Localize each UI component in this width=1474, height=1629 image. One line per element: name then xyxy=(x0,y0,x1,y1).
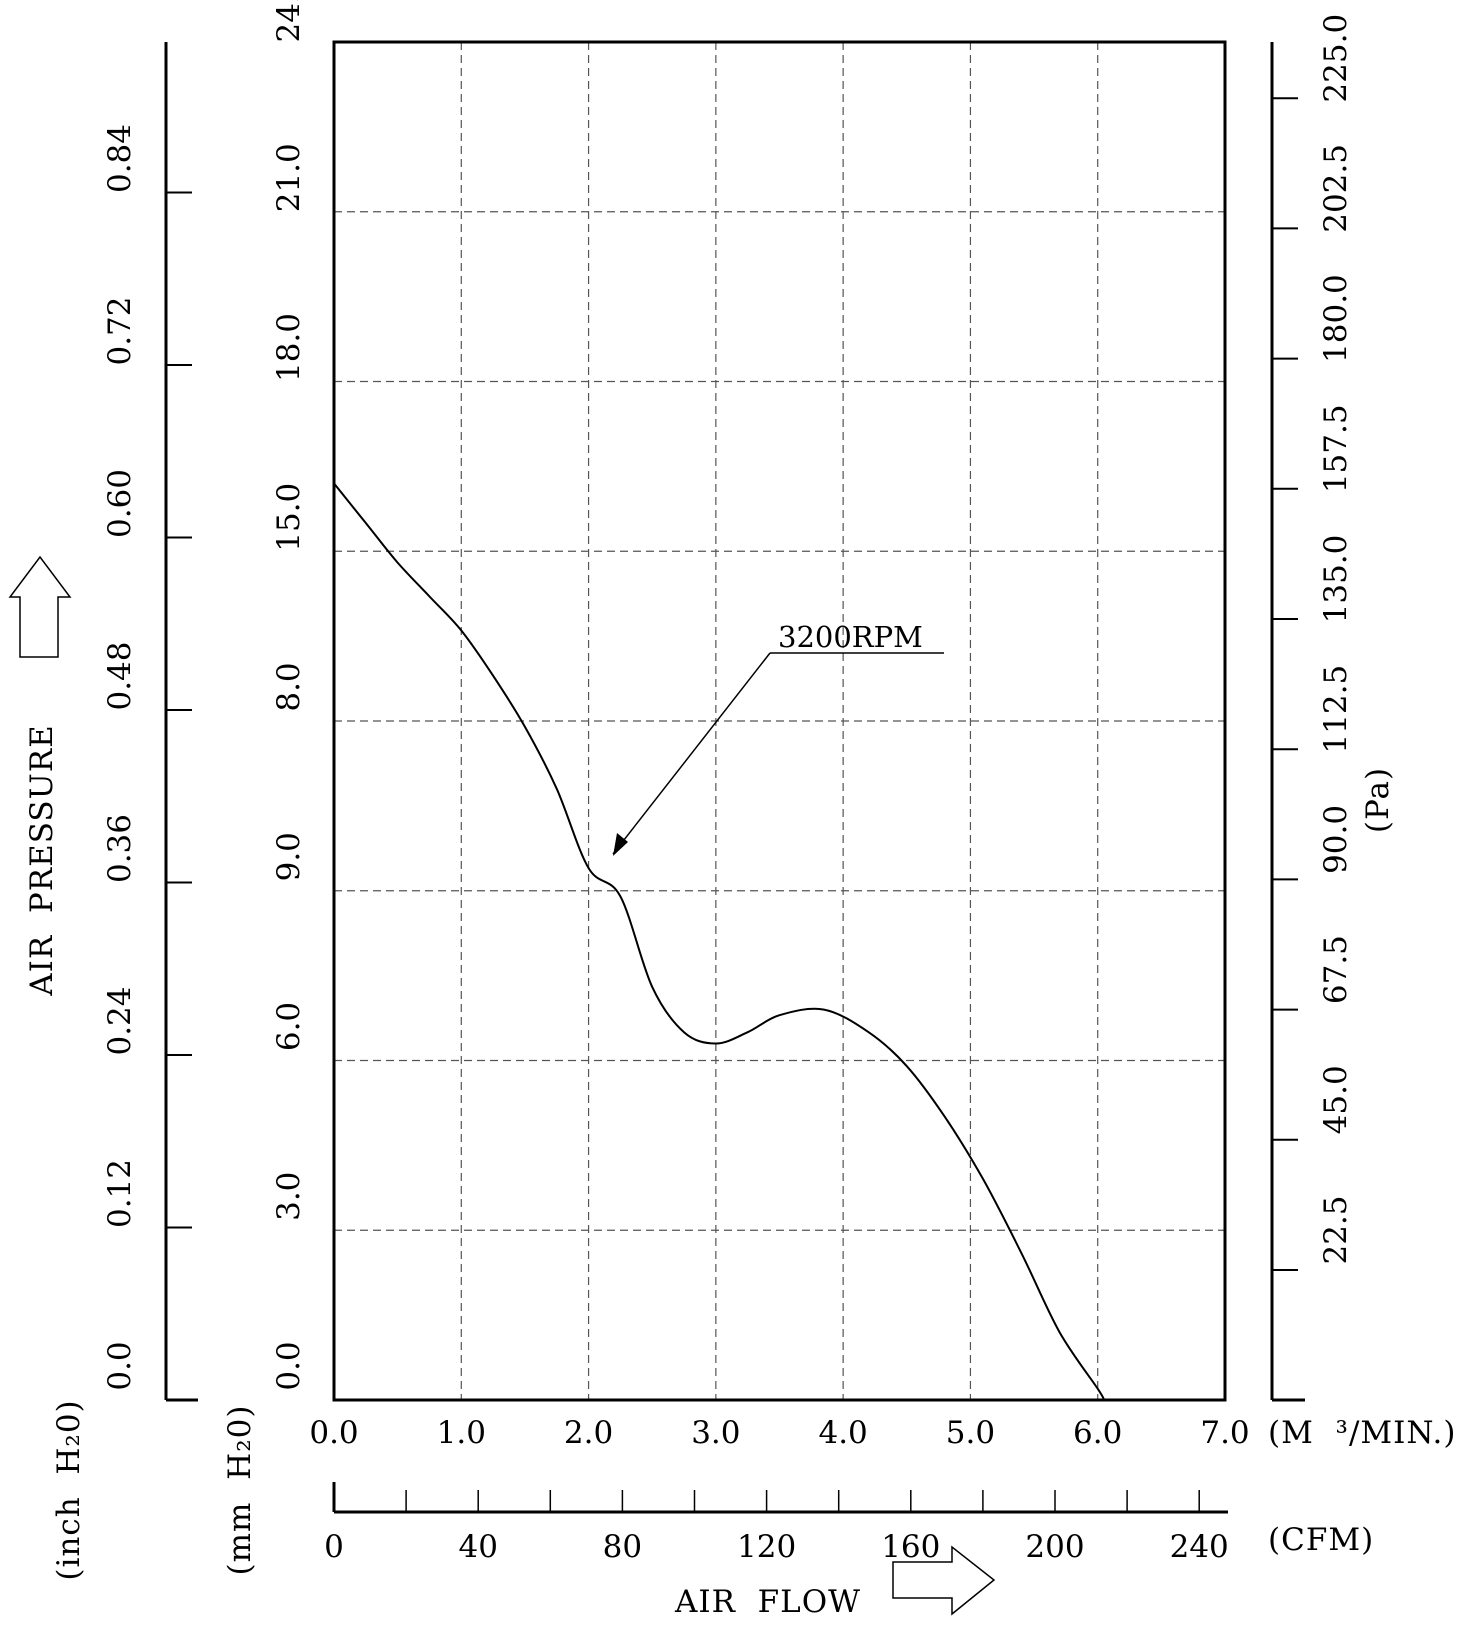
annotation-3200rpm: 3200RPM xyxy=(778,620,923,654)
pa-tick-label: 112.5 xyxy=(1318,665,1354,754)
y-tick-label: 18.0 xyxy=(271,313,307,382)
cfm-tick-label: 40 xyxy=(458,1529,497,1565)
x-axis-arrow-icon xyxy=(892,1545,996,1616)
y-axis-tick-labels: 0.0 3.0 6.0 9.0 8.0 15.0 18.0 21.0 24.0 xyxy=(271,0,307,1391)
series-line-3200rpm xyxy=(333,482,1105,1401)
x-unit-label: (M ³/MIN.) xyxy=(1268,1415,1457,1451)
inch-axis-ticks: 0.0 0.12 0.24 0.36 0.48 0.60 0.72 0.84 xyxy=(102,124,192,1391)
y-axis-title: AIR PRESSURE xyxy=(24,724,60,997)
x-tick-label: 7.0 xyxy=(1200,1415,1249,1451)
cfm-axis-ticks: 0 40 80 120 160 200 240 xyxy=(324,1490,1229,1565)
pa-tick-label: 22.5 xyxy=(1318,1195,1354,1264)
x-tick-label: 2.0 xyxy=(564,1415,613,1451)
x-axis-tick-labels: 0.0 1.0 2.0 3.0 4.0 5.0 6.0 7.0 xyxy=(309,1415,1249,1451)
cfm-tick-label: 160 xyxy=(881,1529,940,1565)
y-tick-label: 9.0 xyxy=(271,832,307,881)
inch-tick-label: 0.24 xyxy=(102,986,138,1055)
plot-frame xyxy=(332,40,1227,1402)
cfm-tick-label: 240 xyxy=(1170,1529,1229,1565)
x-tick-label: 1.0 xyxy=(437,1415,486,1451)
x-tick-label: 0.0 xyxy=(309,1415,358,1451)
y-tick-label: 0.0 xyxy=(271,1341,307,1390)
cfm-tick-label: 200 xyxy=(1025,1529,1084,1565)
pa-tick-label: 180.0 xyxy=(1318,274,1354,363)
inch-tick-label: 0.0 xyxy=(102,1341,138,1390)
y-tick-label: 15.0 xyxy=(271,483,307,552)
grid-lines xyxy=(334,42,1225,1400)
inch-tick-label: 0.36 xyxy=(102,814,138,883)
x2-unit-label: (CFM) xyxy=(1268,1522,1374,1558)
cfm-tick-label: 120 xyxy=(737,1529,796,1565)
inch-tick-label: 0.12 xyxy=(102,1159,138,1228)
pa-tick-label: 225.0 xyxy=(1318,14,1354,103)
cfm-tick-label: 80 xyxy=(603,1529,642,1565)
x-tick-label: 3.0 xyxy=(691,1415,740,1451)
pa-axis-ticks: 22.5 45.0 67.5 90.0 112.5 135.0 157.5 180.0 202.… xyxy=(1272,14,1354,1271)
y-tick-label: 8.0 xyxy=(271,662,307,711)
pa-tick-label: 202.5 xyxy=(1318,144,1354,233)
inch-tick-label: 0.84 xyxy=(102,124,138,193)
y-unit-label: (mm H₂0) xyxy=(222,1405,258,1576)
pa-tick-label: 90.0 xyxy=(1318,805,1354,874)
y-tick-label: 24.0 xyxy=(271,0,307,43)
x-tick-label: 5.0 xyxy=(946,1415,995,1451)
x-tick-label: 4.0 xyxy=(818,1415,867,1451)
cfm-tick-label: 0 xyxy=(324,1529,344,1565)
pa-tick-label: 67.5 xyxy=(1318,935,1354,1004)
pa-tick-label: 135.0 xyxy=(1318,535,1354,624)
x-tick-label: 6.0 xyxy=(1073,1415,1122,1451)
y-axis-arrow-icon xyxy=(8,555,72,658)
pa-tick-label: 157.5 xyxy=(1318,404,1354,493)
inch-tick-label: 0.48 xyxy=(102,641,138,710)
y2-unit-label: (inch H₂0) xyxy=(51,1399,87,1580)
annotation-arrowhead xyxy=(613,833,628,856)
pa-tick-label: 45.0 xyxy=(1318,1065,1354,1134)
x-axis-title: AIR FLOW xyxy=(674,1584,861,1620)
y3-unit-label: (Pa) xyxy=(1360,767,1396,833)
y-tick-label: 3.0 xyxy=(271,1172,307,1221)
inch-tick-label: 0.72 xyxy=(102,296,138,365)
y-tick-label: 6.0 xyxy=(271,1002,307,1051)
y-tick-label: 21.0 xyxy=(271,143,307,212)
inch-tick-label: 0.60 xyxy=(102,469,138,538)
annotation-leader-line xyxy=(612,652,771,855)
